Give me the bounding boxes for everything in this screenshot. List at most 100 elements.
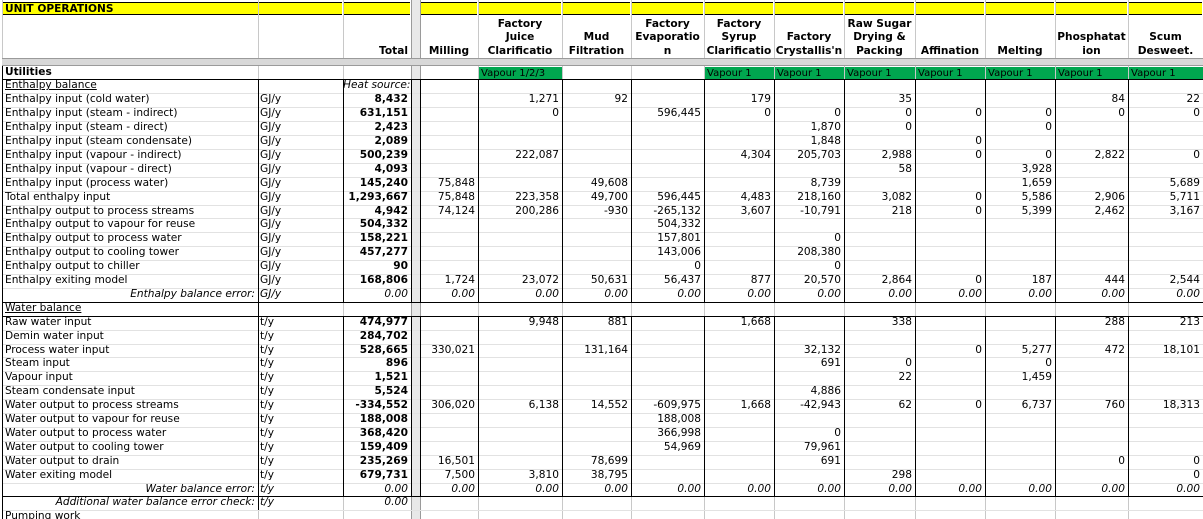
cell-value[interactable] [844,496,915,510]
cell-value[interactable] [1055,177,1128,191]
cell-value[interactable]: 504,332 [657,218,701,231]
cell-value[interactable] [562,357,631,371]
cell-value[interactable]: 0 [834,107,841,120]
cell-value[interactable]: 5,586 [1021,190,1052,203]
cell-value[interactable] [1055,441,1128,455]
cell-value[interactable] [704,455,774,469]
cell-value[interactable]: 18,101 [1162,343,1200,356]
cell-value[interactable]: 0.00 [677,287,701,300]
cell-value[interactable]: 56,437 [663,274,701,286]
cell-value[interactable] [1055,79,1128,93]
cell-value[interactable]: 0 [834,260,841,273]
cell-value[interactable] [420,330,478,344]
cell-value[interactable]: 200,286 [515,204,559,217]
cell-value[interactable]: 3,082 [881,190,912,203]
cell-value[interactable] [1128,510,1203,519]
cell-value[interactable]: 49,700 [590,190,628,203]
row-total[interactable]: 1,521 [374,371,408,384]
cell-value[interactable]: 0.00 [1176,482,1200,495]
row-total[interactable]: 896 [385,357,408,370]
cell-value[interactable]: 157,801 [657,232,701,245]
row-total[interactable]: 2,423 [374,121,408,134]
column-header[interactable]: Milling [420,15,478,58]
row-total[interactable]: 5,524 [374,385,408,398]
cell-value[interactable] [420,79,478,93]
cell-value[interactable] [478,218,562,232]
cell-value[interactable]: 3,810 [528,468,559,481]
cell-value[interactable]: 0.00 [817,482,841,495]
row-total[interactable]: 284,702 [359,329,408,342]
cell-value[interactable] [774,496,844,510]
cell-value[interactable]: 0 [834,426,841,439]
cell-value[interactable] [774,163,844,177]
cell-value[interactable] [844,344,915,358]
cell-value[interactable] [631,177,704,191]
cell-value[interactable] [704,427,774,441]
cell-value[interactable]: 0 [694,260,701,273]
cell-value[interactable]: 84 [1111,93,1125,106]
vapour-source-tag[interactable]: Vapour 1/2/3 [479,66,562,80]
cell-value[interactable] [1055,385,1128,399]
cell-value[interactable] [704,218,774,232]
cell-value[interactable] [420,163,478,177]
cell-value[interactable] [478,135,562,149]
cell-value[interactable]: 366,998 [657,426,701,439]
cell-value[interactable] [774,93,844,107]
cell-value[interactable]: -265,132 [653,204,701,217]
cell-value[interactable]: 3,928 [1021,162,1052,175]
cell-value[interactable] [1128,413,1203,427]
cell-value[interactable] [631,163,704,177]
cell-value[interactable] [478,344,562,358]
cell-value[interactable] [774,371,844,385]
cell-value[interactable] [704,79,774,93]
cell-value[interactable]: 9,948 [528,315,559,328]
cell-value[interactable] [478,121,562,135]
column-header[interactable]: Factory Crystallis'n [774,15,844,58]
cell-value[interactable] [420,93,478,107]
cell-value[interactable] [1055,371,1128,385]
cell-value[interactable] [562,246,631,260]
cell-value[interactable] [478,79,562,93]
column-header[interactable]: Phosphatat ion [1055,15,1128,58]
cell-value[interactable]: 0.00 [1028,482,1052,495]
vapour-source-tag[interactable]: Vapour 1 [916,66,985,80]
column-header[interactable]: Melting [985,15,1055,58]
cell-value[interactable] [631,496,704,510]
cell-value[interactable] [420,149,478,163]
cell-value[interactable] [774,330,844,344]
cell-value[interactable] [915,121,985,135]
cell-value[interactable]: 8,739 [810,176,841,189]
cell-value[interactable]: 3,607 [740,204,771,217]
cell-value[interactable]: 1,848 [810,135,841,147]
cell-value[interactable]: 143,006 [657,246,701,259]
cell-value[interactable]: 596,445 [657,107,701,120]
row-total[interactable]: 368,420 [359,426,408,439]
cell-value[interactable]: 0 [975,399,982,412]
cell-value[interactable] [478,330,562,344]
cell-value[interactable] [631,121,704,135]
cell-value[interactable] [844,441,915,455]
row-total[interactable] [343,510,411,519]
cell-value[interactable] [478,385,562,399]
row-total[interactable]: 0.00 [384,287,408,300]
cell-value[interactable] [704,413,774,427]
cell-value[interactable] [915,469,985,483]
cell-value[interactable] [915,413,985,427]
cell-value[interactable]: 223,358 [515,190,559,203]
cell-value[interactable] [1128,441,1203,455]
cell-value[interactable] [915,371,985,385]
row-total[interactable]: 235,269 [359,454,408,467]
cell-value[interactable] [915,510,985,519]
cell-value[interactable]: 0 [1118,454,1125,467]
cell-value[interactable]: 222,087 [515,148,559,161]
cell-value[interactable] [631,149,704,163]
cell-value[interactable]: 0 [834,232,841,245]
cell-value[interactable] [774,218,844,232]
cell-value[interactable] [562,218,631,232]
cell-value[interactable] [1128,232,1203,246]
cell-value[interactable] [704,344,774,358]
cell-value[interactable]: 0 [1045,357,1052,370]
cell-value[interactable]: 22 [1186,93,1200,106]
cell-value[interactable] [1055,357,1128,371]
cell-value[interactable] [704,232,774,246]
